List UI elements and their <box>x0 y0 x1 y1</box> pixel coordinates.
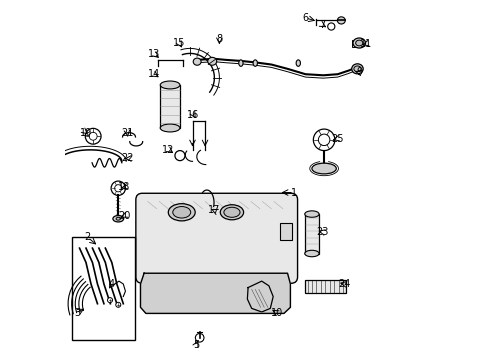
Ellipse shape <box>193 58 201 65</box>
Text: 14: 14 <box>148 69 160 79</box>
Ellipse shape <box>351 64 363 74</box>
Bar <box>160 85 180 128</box>
Ellipse shape <box>337 17 345 24</box>
Circle shape <box>116 302 121 307</box>
Text: 15: 15 <box>173 38 185 48</box>
Ellipse shape <box>355 40 362 46</box>
Circle shape <box>107 298 112 303</box>
Text: 25: 25 <box>330 134 343 144</box>
Bar <box>351 40 360 47</box>
Text: 10: 10 <box>270 308 283 318</box>
Text: 22: 22 <box>122 153 134 163</box>
Ellipse shape <box>311 163 336 174</box>
Bar <box>304 214 319 253</box>
Bar <box>72 237 135 339</box>
Text: 8: 8 <box>216 35 222 44</box>
Ellipse shape <box>160 81 180 89</box>
Text: 17: 17 <box>207 206 220 216</box>
Ellipse shape <box>304 250 319 257</box>
Ellipse shape <box>253 60 257 66</box>
Text: 4: 4 <box>108 279 115 289</box>
Text: 13: 13 <box>148 49 160 59</box>
Text: 20: 20 <box>118 211 130 221</box>
Ellipse shape <box>220 205 243 220</box>
Ellipse shape <box>172 207 190 218</box>
Ellipse shape <box>238 60 243 66</box>
Ellipse shape <box>113 216 123 222</box>
Text: 1: 1 <box>290 188 296 198</box>
Ellipse shape <box>224 207 240 217</box>
Ellipse shape <box>168 204 195 221</box>
Ellipse shape <box>116 217 120 220</box>
Text: 16: 16 <box>187 110 199 120</box>
Ellipse shape <box>353 66 360 72</box>
Polygon shape <box>140 273 290 314</box>
FancyBboxPatch shape <box>136 193 297 283</box>
Text: 3: 3 <box>74 308 80 318</box>
Text: 21: 21 <box>121 128 133 138</box>
Text: 5: 5 <box>193 340 199 350</box>
Ellipse shape <box>304 211 319 217</box>
Text: 23: 23 <box>316 227 328 237</box>
Bar <box>279 223 292 240</box>
Text: 18: 18 <box>118 182 130 192</box>
Text: 9: 9 <box>355 67 362 77</box>
Text: 19: 19 <box>80 128 92 138</box>
Ellipse shape <box>160 124 180 132</box>
Text: 6: 6 <box>302 13 308 23</box>
Bar <box>304 280 346 293</box>
Text: 24: 24 <box>338 279 350 289</box>
Ellipse shape <box>207 57 216 65</box>
Text: 7: 7 <box>319 20 325 30</box>
Text: 11: 11 <box>360 39 372 49</box>
Text: 2: 2 <box>84 232 91 242</box>
Text: 12: 12 <box>162 144 174 154</box>
Ellipse shape <box>296 60 300 66</box>
Polygon shape <box>247 281 273 312</box>
Ellipse shape <box>352 38 365 48</box>
